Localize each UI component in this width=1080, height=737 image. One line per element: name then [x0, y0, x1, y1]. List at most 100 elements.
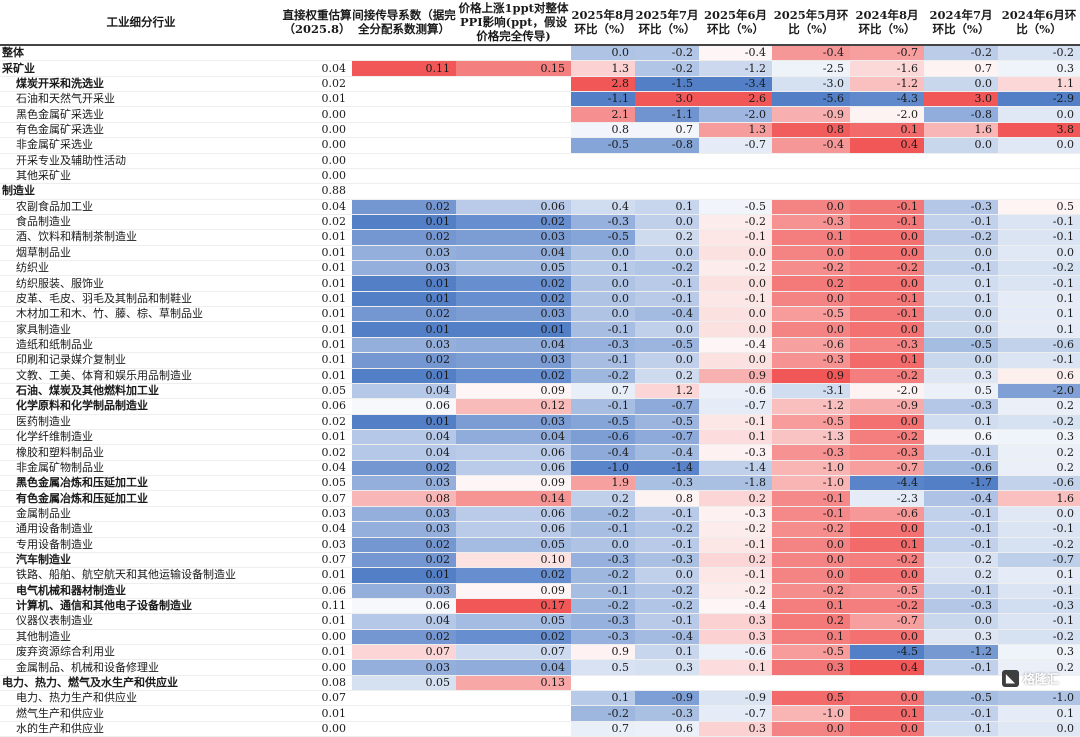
value-cell: -0.2 — [850, 429, 924, 446]
value-cell: -0.1 — [998, 352, 1080, 369]
table-row: 石油和天然气开采业 0.01 -1.1 3.0 2.6 -5.6 -4.3 3.0 -2.9 — [0, 91, 1080, 108]
value-cell — [924, 153, 998, 169]
value-cell: -0.3 — [635, 552, 699, 569]
value-cell: 0.7 — [571, 721, 635, 737]
value-cell: -0.3 — [924, 598, 998, 615]
value-cell: 0.00 — [282, 106, 352, 123]
value-cell: -0.3 — [772, 214, 850, 231]
value-cell: 0.0 — [924, 76, 998, 93]
value-cell: -0.3 — [635, 705, 699, 722]
value-cell — [699, 675, 772, 692]
value-cell: -0.5 — [772, 644, 850, 661]
value-cell: 0.01 — [352, 321, 456, 338]
value-cell: 0.0 — [571, 245, 635, 262]
value-cell: 0.0 — [699, 245, 772, 262]
table-row: 农副食品加工业 0.04 0.02 0.06 0.4 0.1 -0.5 0.0 -0.1 -0.3… — [0, 199, 1080, 215]
value-cell: -0.4 — [699, 598, 772, 615]
value-cell: 0.0 — [850, 229, 924, 246]
value-cell: -0.1 — [635, 275, 699, 292]
value-cell — [772, 168, 850, 185]
value-cell: 0.02 — [282, 214, 352, 231]
value-cell: 0.1 — [571, 690, 635, 707]
value-cell: 0.03 — [352, 337, 456, 354]
value-cell: 0.03 — [456, 229, 571, 246]
value-cell: 0.2 — [924, 552, 998, 569]
value-cell: 0.3 — [635, 659, 699, 676]
value-cell: 0.7 — [924, 60, 998, 77]
value-cell: 0.13 — [456, 675, 571, 692]
value-cell: 0.04 — [456, 245, 571, 262]
industry-name: 纺织业 — [0, 260, 282, 277]
value-cell: 0.1 — [850, 352, 924, 369]
value-cell: -0.5 — [571, 229, 635, 246]
value-cell: 0.06 — [352, 598, 456, 615]
value-cell: 0.00 — [282, 122, 352, 139]
value-cell: -0.8 — [635, 137, 699, 154]
value-cell: -0.2 — [635, 598, 699, 615]
value-cell: -0.1 — [571, 583, 635, 599]
value-cell — [456, 721, 571, 737]
value-cell: 0.01 — [282, 291, 352, 308]
value-cell: -0.6 — [571, 429, 635, 446]
value-cell: -0.4 — [699, 337, 772, 354]
value-cell: 0.02 — [352, 629, 456, 646]
industry-name: 木材加工和木、竹、藤、棕、草制品业 — [0, 306, 282, 323]
value-cell: 0.01 — [352, 275, 456, 292]
value-cell: 0.09 — [456, 583, 571, 599]
header-2024-07: 2024年7月环比（%） — [924, 0, 998, 46]
value-cell: -0.1 — [924, 583, 998, 599]
industry-name: 有色金属矿采选业 — [0, 122, 282, 139]
industry-name: 烟草制品业 — [0, 245, 282, 262]
value-cell: -0.1 — [635, 506, 699, 523]
value-cell: 0.01 — [282, 245, 352, 262]
value-cell: 0.0 — [571, 45, 635, 62]
value-cell — [352, 721, 456, 737]
value-cell: 0.09 — [456, 475, 571, 492]
industry-name: 其他制造业 — [0, 629, 282, 646]
value-cell: 2.8 — [571, 76, 635, 93]
value-cell: 0.7 — [571, 383, 635, 400]
value-cell: -0.2 — [635, 583, 699, 599]
value-cell — [352, 153, 456, 169]
header-2025-07: 2025年7月环比（%） — [635, 0, 699, 46]
industry-name: 汽车制造业 — [0, 552, 282, 569]
value-cell: 0.09 — [456, 383, 571, 400]
value-cell: -0.6 — [998, 337, 1080, 354]
value-cell: 0.01 — [352, 214, 456, 231]
header-ppi-impact: 价格上涨1ppt对整体PPI影响(ppt，假设价格完全传导) — [456, 0, 571, 46]
table-row: 黑色金属冶炼和压延加工业 0.05 0.03 0.09 1.9 -0.3 -1.8 -1.0-… — [0, 475, 1080, 492]
value-cell: -0.2 — [850, 368, 924, 384]
value-cell: -1.4 — [635, 460, 699, 477]
industry-name: 金属制品业 — [0, 506, 282, 523]
header-indirect-coef: 间接传导系数（据完全分配系数测算） — [352, 0, 456, 46]
value-cell — [352, 45, 456, 62]
industry-name: 燃气生产和供应业 — [0, 705, 282, 722]
value-cell: -0.2 — [850, 598, 924, 615]
value-cell: 0.12 — [456, 398, 571, 415]
table-row: 食品制造业 0.02 0.01 0.02 -0.3 0.0 -0.2 -0.3 -0.1 -0.1… — [0, 214, 1080, 231]
value-cell: 0.0 — [635, 352, 699, 369]
value-cell: 0.2 — [998, 444, 1080, 461]
value-cell: 0.2 — [699, 552, 772, 569]
value-cell: 0.3 — [699, 613, 772, 630]
value-cell — [998, 168, 1080, 185]
value-cell: 0.08 — [352, 490, 456, 507]
industry-name: 酒、饮料和精制茶制造业 — [0, 229, 282, 246]
value-cell: -0.7 — [998, 552, 1080, 569]
value-cell — [850, 675, 924, 692]
value-cell: 0.0 — [924, 613, 998, 630]
value-cell: 0.03 — [456, 414, 571, 430]
value-cell: -0.5 — [772, 306, 850, 323]
value-cell: -0.1 — [998, 275, 1080, 292]
value-cell: 1.2 — [635, 383, 699, 400]
logo-icon: ◣ — [1002, 669, 1019, 687]
value-cell — [924, 675, 998, 692]
value-cell — [282, 45, 352, 62]
value-cell: 0.0 — [571, 275, 635, 292]
table-row: 化学纤维制造业 0.01 0.04 0.04 -0.6 -0.7 0.1 -1.3 -0.2 0.… — [0, 429, 1080, 446]
value-cell: 0.07 — [282, 690, 352, 707]
industry-name: 水的生产和供应业 — [0, 721, 282, 737]
industry-name: 电力、热力生产和供应业 — [0, 690, 282, 707]
value-cell: 0.1 — [998, 567, 1080, 584]
value-cell: 0.1 — [772, 629, 850, 646]
